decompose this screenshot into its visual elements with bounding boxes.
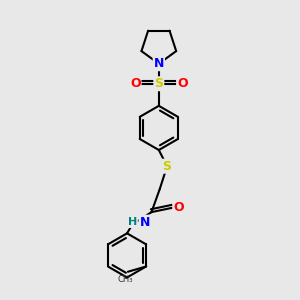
Text: S: S xyxy=(163,160,172,173)
Text: O: O xyxy=(130,77,141,90)
Text: N: N xyxy=(140,216,150,229)
Text: S: S xyxy=(154,77,163,90)
Text: O: O xyxy=(177,77,188,90)
Text: H: H xyxy=(128,217,137,227)
Text: CH₃: CH₃ xyxy=(117,275,133,284)
Text: O: O xyxy=(173,201,184,214)
Text: N: N xyxy=(154,57,164,70)
